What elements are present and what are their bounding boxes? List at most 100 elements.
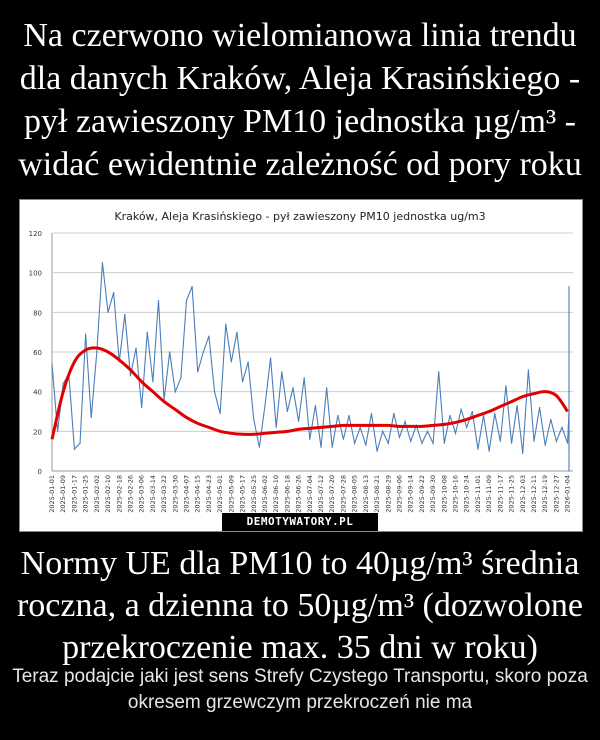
pm10-data-point	[426, 430, 429, 432]
polynomial-trend-line	[50, 346, 569, 440]
pm10-data-point	[568, 432, 570, 434]
x-tick-label: 2025-02-10	[104, 475, 112, 513]
pm10-data-point	[568, 444, 570, 446]
x-tick-label: 2025-03-30	[171, 475, 179, 513]
pm10-data-point	[157, 299, 160, 302]
x-tick-label: 2025-12-19	[541, 475, 549, 513]
meme-subtitle: Teraz podajcie jaki jest sens Strefy Czy…	[12, 666, 588, 713]
pm10-data-point	[443, 442, 445, 444]
pm10-data-point	[404, 420, 406, 423]
x-tick-label: 2025-01-17	[70, 475, 78, 513]
pm10-data-point	[516, 404, 518, 407]
pm10-data-point	[438, 371, 440, 373]
pm10-data-point	[331, 446, 333, 448]
pm10-data-point	[124, 313, 126, 315]
x-tick-label: 2025-06-26	[295, 475, 303, 513]
pm10-data-point	[107, 311, 109, 313]
pm10-data-point	[398, 436, 401, 438]
y-tick-label: 20	[33, 428, 42, 436]
pm10-data-point	[568, 422, 570, 424]
pm10-data-point	[544, 444, 546, 446]
pm10-data-point	[253, 418, 255, 421]
x-tick-label: 2025-06-18	[283, 475, 291, 513]
y-tick-label: 80	[33, 309, 42, 317]
x-tick-label: 2025-02-18	[115, 475, 123, 513]
pm10-data-point	[568, 446, 570, 448]
pm10-data-point	[566, 442, 569, 444]
pm10-data-point	[555, 440, 557, 442]
pm10-data-point	[477, 448, 479, 450]
pm10-data-point	[421, 442, 423, 444]
pm10-data-point	[101, 262, 104, 264]
pm10-data-point	[275, 426, 277, 428]
pm10-data-point	[550, 418, 552, 421]
pm10-data-point	[505, 385, 507, 387]
pm10-data-point	[230, 361, 232, 363]
pm10-data-point	[510, 442, 513, 444]
pm10-data-point	[568, 418, 570, 421]
x-tick-label: 2025-01-01	[48, 475, 56, 513]
pm10-data-point	[568, 375, 570, 377]
pm10-data-point	[568, 395, 570, 397]
x-tick-label: 2025-07-28	[339, 475, 347, 513]
x-tick-label: 2025-03-06	[138, 475, 146, 513]
pm10-data-point	[90, 416, 92, 419]
pm10-data-point	[568, 391, 570, 393]
pm10-data-point	[85, 333, 87, 335]
pm10-data-point	[568, 351, 570, 353]
x-tick-label: 2025-02-02	[93, 475, 101, 513]
pm10-data-point	[191, 285, 193, 288]
pm10-daily-line	[51, 262, 570, 471]
pm10-data-point	[264, 404, 266, 407]
pm10-data-point	[568, 410, 570, 413]
x-tick-label: 2025-09-22	[418, 475, 426, 513]
x-tick-label: 2025-12-27	[552, 475, 560, 513]
meme-caption: Normy UE dla PM10 to 40µg/m³ średnia roc…	[16, 545, 584, 666]
pm10-data-point	[449, 414, 451, 417]
x-tick-label: 2025-05-17	[239, 475, 247, 513]
pm10-data-point	[568, 377, 570, 379]
x-tick-label: 2025-07-12	[317, 475, 325, 513]
pm10-data-point	[393, 412, 395, 415]
pm10-data-point	[376, 450, 378, 452]
pm10-data-point	[286, 410, 288, 413]
pm10-chart: Kraków, Aleja Krasińskiego - pył zawiesz…	[29, 210, 573, 513]
pm10-data-point	[568, 430, 570, 432]
pm10-data-point	[337, 414, 339, 417]
x-tick-label: 2025-08-05	[351, 475, 359, 513]
pm10-data-point	[213, 391, 216, 393]
pm10-data-point	[303, 377, 305, 379]
pm10-data-point	[348, 414, 350, 417]
pm10-data-point	[51, 363, 53, 365]
pm10-data-point	[281, 371, 283, 373]
pm10-data-point	[522, 452, 524, 454]
pm10-data-point	[460, 408, 462, 411]
pm10-data-point	[568, 387, 570, 389]
pm10-data-point	[538, 406, 541, 409]
y-tick-label: 120	[29, 230, 42, 238]
x-tick-label: 2025-03-14	[149, 475, 157, 513]
pm10-data-point	[533, 440, 535, 442]
pm10-data-point	[292, 387, 294, 389]
pm10-data-point	[320, 446, 322, 448]
x-tick-label: 2025-03-22	[160, 475, 168, 513]
x-tick-label: 2025-05-09	[227, 475, 235, 513]
chart-frame	[19, 199, 583, 532]
pm10-data-point	[561, 426, 563, 428]
x-tick-label: 2025-06-10	[272, 475, 280, 513]
y-tick-label: 100	[29, 270, 42, 278]
pm10-data-point	[62, 383, 64, 385]
pm10-data-point	[197, 371, 199, 373]
x-tick-label: 2025-11-25	[508, 475, 516, 513]
watermark: DEMOTYWATORY.PL	[222, 513, 378, 531]
meme-title: Na czerwono wielomianowa linia trendu dl…	[18, 17, 582, 183]
pm10-data-point	[359, 426, 361, 428]
pm10-data-point	[568, 448, 570, 450]
pm10-data-point	[96, 351, 98, 353]
pm10-data-point	[387, 442, 389, 444]
pm10-data-point	[219, 412, 221, 415]
pm10-data-point	[454, 432, 457, 434]
x-tick-label: 2025-11-09	[485, 475, 493, 513]
x-tick-label: 2025-09-30	[429, 475, 437, 513]
pm10-data-point	[326, 387, 328, 389]
